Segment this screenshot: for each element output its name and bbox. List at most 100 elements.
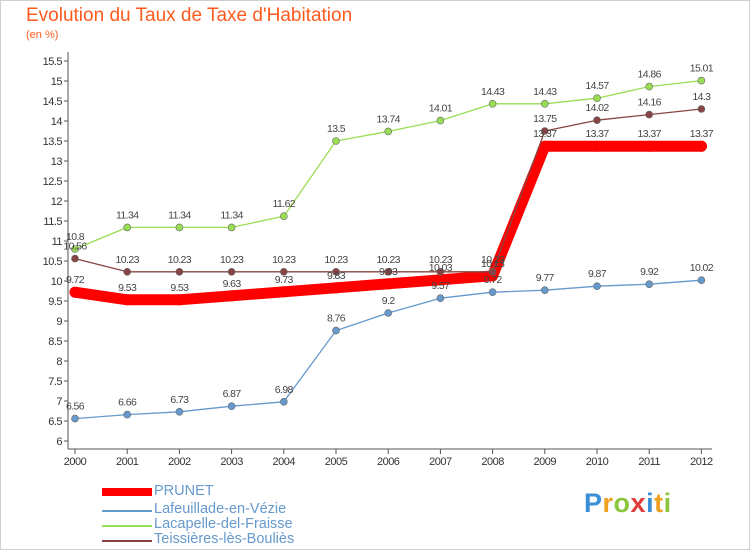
data-label: 9.92: [640, 266, 659, 278]
data-label: 15.01: [690, 63, 714, 75]
data-label: 14.86: [638, 69, 662, 81]
y-tick-label: 9: [56, 316, 62, 328]
x-tick-label: 2008: [481, 456, 504, 468]
y-tick-label: 10.5: [43, 256, 63, 268]
data-point: [121, 294, 133, 306]
y-tick-label: 7: [56, 396, 62, 408]
chart-unit-label: (en %): [26, 29, 59, 41]
data-label: 14.43: [481, 86, 505, 98]
data-point: [175, 407, 184, 416]
data-label: 10.23: [481, 254, 505, 266]
data-label: 9.63: [223, 278, 242, 290]
data-label: 11.34: [220, 209, 243, 221]
data-label: 9.72: [66, 274, 85, 286]
data-point: [695, 140, 707, 152]
data-point: [643, 140, 655, 152]
data-label: 9.77: [536, 272, 555, 284]
data-point: [697, 105, 706, 113]
y-tick-label: 11.5: [43, 216, 62, 228]
data-label: 14.01: [429, 103, 453, 115]
legend-swatch-lafeuillade: [102, 510, 152, 512]
y-tick-label: 13: [51, 156, 63, 168]
x-tick-label: 2006: [377, 456, 400, 468]
data-point: [436, 294, 445, 303]
data-label: 10.02: [690, 262, 714, 274]
data-point: [382, 278, 394, 290]
data-label: 9.53: [118, 282, 137, 294]
data-label: 13.37: [533, 128, 557, 140]
data-label: 10.23: [324, 254, 348, 266]
logo-letter: i: [663, 488, 672, 518]
data-label: 14.02: [585, 102, 609, 114]
data-point: [593, 282, 601, 291]
logo-letter: x: [630, 488, 647, 518]
data-label: 6.98: [275, 384, 294, 396]
logo-letter: o: [613, 488, 631, 518]
data-point: [540, 127, 549, 135]
y-tick-label: 10: [51, 276, 63, 288]
data-point: [436, 116, 445, 125]
data-label: 14.3: [692, 91, 711, 103]
y-tick-label: 6: [56, 436, 62, 448]
data-label: 6.66: [118, 397, 137, 409]
logo-letter: i: [646, 488, 655, 518]
data-label: 9.83: [327, 270, 346, 282]
data-label: 6.73: [170, 394, 189, 406]
legend-swatch-lacapelle: [102, 525, 152, 527]
data-point: [227, 223, 236, 232]
data-label: 10.56: [63, 241, 87, 253]
data-label: 14.16: [638, 97, 662, 109]
data-point: [332, 137, 340, 145]
data-point: [697, 276, 706, 285]
data-label: 14.43: [533, 86, 557, 98]
proxiti-logo: Proxiti: [584, 488, 672, 519]
legend-label-prunet: PRUNET: [154, 483, 214, 499]
x-tick-label: 2007: [429, 456, 452, 468]
data-label: 10.03: [429, 262, 453, 274]
data-point: [540, 286, 549, 295]
data-label: 6.56: [66, 401, 85, 413]
data-label: 13.5: [327, 123, 346, 135]
data-point: [71, 245, 79, 253]
y-tick-label: 14.5: [43, 96, 63, 108]
data-point: [488, 288, 497, 297]
data-label: 9.72: [484, 274, 503, 286]
data-point: [123, 267, 131, 276]
data-point: [123, 410, 131, 419]
data-point: [645, 110, 654, 119]
data-label: 10.23: [429, 254, 453, 266]
data-label: 10.23: [220, 254, 244, 266]
data-label: 13.37: [690, 128, 714, 140]
x-tick-label: 2004: [273, 456, 296, 468]
data-point: [697, 76, 706, 85]
data-label: 13.75: [533, 113, 557, 125]
data-label: 11.34: [116, 209, 139, 221]
x-tick-label: 2005: [325, 456, 348, 468]
data-point: [227, 402, 236, 411]
x-tick-label: 2011: [638, 456, 660, 468]
logo-letter: P: [584, 488, 603, 518]
x-tick-label: 2002: [168, 456, 191, 468]
y-tick-label: 8: [56, 356, 62, 368]
data-point: [488, 100, 497, 108]
data-point: [593, 94, 601, 102]
data-point: [175, 223, 184, 232]
data-point: [540, 100, 549, 108]
logo-letter: t: [654, 488, 664, 518]
data-point: [71, 414, 79, 423]
data-point: [539, 140, 551, 152]
logo-letter: r: [602, 488, 614, 518]
data-point: [645, 280, 654, 289]
data-point: [384, 127, 393, 136]
y-tick-label: 15: [51, 76, 63, 88]
data-point: [175, 267, 184, 276]
data-point: [279, 267, 288, 276]
data-point: [332, 267, 340, 276]
data-point: [279, 397, 288, 406]
data-point: [434, 274, 446, 286]
legend-swatch-teissieres: [102, 540, 152, 542]
x-tick-label: 2003: [220, 456, 243, 468]
data-point: [436, 267, 445, 276]
y-tick-label: 8.5: [48, 336, 62, 348]
legend-label-teissieres: Teissières-lès-Bouliès: [154, 531, 295, 547]
